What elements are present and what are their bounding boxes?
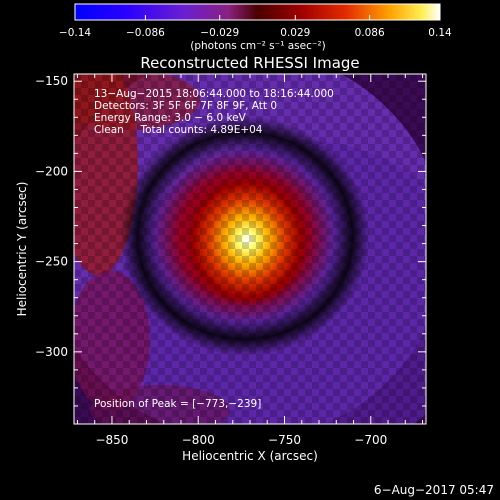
- info-line-energy: Energy Range: 3.0 − 6.0 keV: [94, 112, 247, 124]
- info-text: 13−Aug−2015 18:06:44.000 to 18:16:44.000…: [94, 88, 334, 136]
- y-axis-ticks: −150 −200 −250 −300: [35, 74, 426, 425]
- colorbar-unit-label: (photons cm⁻² s⁻¹ asec⁻²): [190, 40, 325, 52]
- x-tick-label: −850: [95, 433, 128, 447]
- colorbar-ticks: [74, 15, 441, 20]
- chart-title: Reconstructed RHESSI Image: [140, 54, 359, 72]
- x-tick-label: −750: [268, 433, 301, 447]
- colorbar-tick-label: −0.029: [200, 27, 239, 39]
- colorbar-tick-label: −0.086: [126, 27, 165, 39]
- x-axis-label: Heliocentric X (arcsec): [182, 449, 318, 463]
- y-tick-label: −250: [35, 255, 68, 269]
- y-tick-label: −200: [35, 164, 68, 178]
- y-tick-label: −150: [35, 74, 68, 88]
- info-line-counts: Clean Total counts: 4.89E+04: [94, 124, 263, 136]
- colorbar-tick-label: 0.14: [428, 27, 452, 39]
- heatmap-image: [74, 74, 426, 424]
- footer-timestamp: 6−Aug−2017 05:47: [374, 483, 494, 497]
- colorbar-tick-label: 0.029: [280, 27, 310, 39]
- colorbar-tick-label: −0.14: [59, 27, 91, 39]
- colorbar: [74, 3, 441, 21]
- y-tick-label: −300: [35, 345, 68, 359]
- peak-position-label: Position of Peak = [−773,−239]: [94, 398, 261, 410]
- x-tick-label: −700: [354, 433, 387, 447]
- colorbar-tick-labels: −0.14 −0.086 −0.029 0.029 0.086 0.14: [59, 27, 452, 39]
- x-axis-ticks: −850 −800 −750 −700: [76, 74, 424, 447]
- info-line-time: 13−Aug−2015 18:06:44.000 to 18:16:44.000: [94, 88, 334, 100]
- info-line-detectors: Detectors: 3F 5F 6F 7F 8F 9F, Att 0: [94, 100, 277, 112]
- colorbar-tick-label: 0.086: [355, 27, 385, 39]
- y-axis-label: Heliocentric Y (arcsec): [15, 182, 29, 317]
- x-tick-label: −800: [182, 433, 215, 447]
